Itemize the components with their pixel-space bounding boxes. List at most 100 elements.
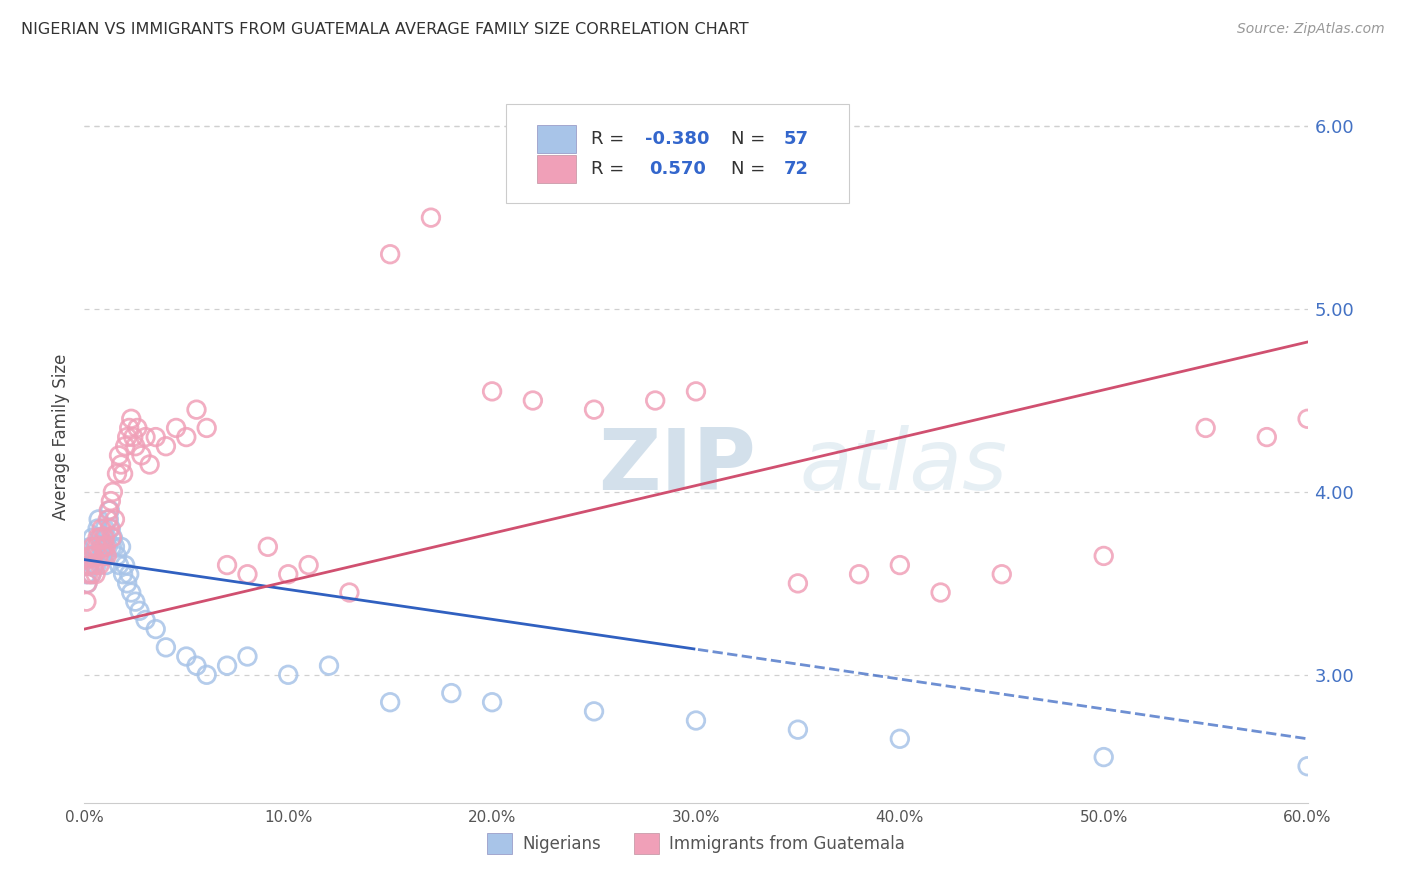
Text: -0.380: -0.380: [644, 129, 709, 148]
Point: [298, 558, 321, 573]
Point: [481, 384, 503, 399]
Point: [75, 594, 97, 608]
Point: [114, 558, 136, 573]
Point: [1092, 750, 1115, 764]
Point: [112, 467, 135, 481]
Point: [122, 430, 145, 444]
Point: [91, 540, 114, 554]
Point: [83, 549, 105, 563]
Point: [80, 567, 103, 582]
Point: [124, 439, 146, 453]
Point: [110, 458, 132, 472]
Point: [84, 549, 107, 563]
Point: [165, 421, 187, 435]
Point: [135, 430, 157, 444]
FancyBboxPatch shape: [506, 104, 849, 203]
Point: [1337, 421, 1360, 435]
Point: [87, 512, 110, 526]
Point: [257, 540, 280, 554]
Text: Source: ZipAtlas.com: Source: ZipAtlas.com: [1237, 22, 1385, 37]
Point: [522, 393, 544, 408]
Point: [145, 622, 167, 636]
Point: [1296, 411, 1319, 425]
Point: [1092, 549, 1115, 563]
Point: [787, 723, 810, 737]
Point: [339, 585, 361, 599]
Point: [380, 695, 402, 709]
Point: [90, 549, 112, 563]
Text: 72: 72: [785, 160, 808, 178]
Point: [98, 503, 121, 517]
Point: [481, 695, 503, 709]
Point: [145, 430, 167, 444]
Point: [440, 686, 463, 700]
Point: [91, 540, 114, 554]
Point: [90, 531, 112, 545]
Text: NIGERIAN VS IMMIGRANTS FROM GUATEMALA AVERAGE FAMILY SIZE CORRELATION CHART: NIGERIAN VS IMMIGRANTS FROM GUATEMALA AV…: [21, 22, 749, 37]
Point: [77, 558, 100, 573]
Point: [84, 567, 107, 582]
Text: 57: 57: [785, 129, 808, 148]
Point: [120, 411, 142, 425]
Point: [93, 521, 115, 535]
Point: [105, 549, 128, 563]
Point: [76, 576, 98, 591]
Point: [277, 667, 299, 681]
Point: [124, 594, 146, 608]
Point: [787, 576, 810, 591]
Point: [90, 540, 112, 554]
Point: [86, 531, 108, 545]
Text: N =: N =: [731, 160, 772, 178]
Point: [89, 531, 111, 545]
Text: ZIP: ZIP: [598, 425, 756, 508]
Point: [79, 549, 101, 563]
Point: [420, 211, 443, 225]
Point: [277, 567, 299, 582]
Point: [97, 540, 120, 554]
Point: [93, 549, 115, 563]
Point: [217, 558, 239, 573]
Point: [138, 458, 160, 472]
Point: [79, 540, 101, 554]
Point: [685, 714, 707, 728]
Point: [93, 531, 115, 545]
Point: [97, 512, 120, 526]
Text: R =: R =: [591, 129, 630, 148]
Bar: [537, 125, 576, 153]
Point: [101, 540, 124, 554]
Text: R =: R =: [591, 160, 636, 178]
Point: [889, 731, 911, 746]
Point: [98, 521, 121, 535]
Point: [79, 558, 101, 573]
Point: [82, 531, 104, 545]
Point: [155, 640, 177, 655]
Point: [1399, 430, 1406, 444]
Point: [889, 558, 911, 573]
Point: [118, 421, 141, 435]
Point: [87, 549, 110, 563]
Point: [80, 567, 103, 582]
Point: [79, 549, 101, 563]
Point: [155, 439, 177, 453]
Point: [128, 604, 150, 618]
Point: [110, 540, 132, 554]
Point: [380, 247, 402, 261]
Point: [118, 567, 141, 582]
Point: [131, 448, 153, 462]
Point: [96, 531, 118, 545]
Text: N =: N =: [731, 129, 772, 148]
Point: [83, 540, 105, 554]
Point: [97, 503, 120, 517]
Point: [644, 393, 666, 408]
Point: [685, 384, 707, 399]
Point: [101, 531, 124, 545]
Point: [115, 430, 138, 444]
Point: [77, 567, 100, 582]
Point: [94, 540, 117, 554]
Point: [236, 567, 259, 582]
Bar: [537, 154, 576, 183]
Y-axis label: Average Family Size: Average Family Size: [52, 354, 70, 520]
Point: [101, 484, 124, 499]
Point: [115, 576, 138, 591]
Point: [86, 558, 108, 573]
